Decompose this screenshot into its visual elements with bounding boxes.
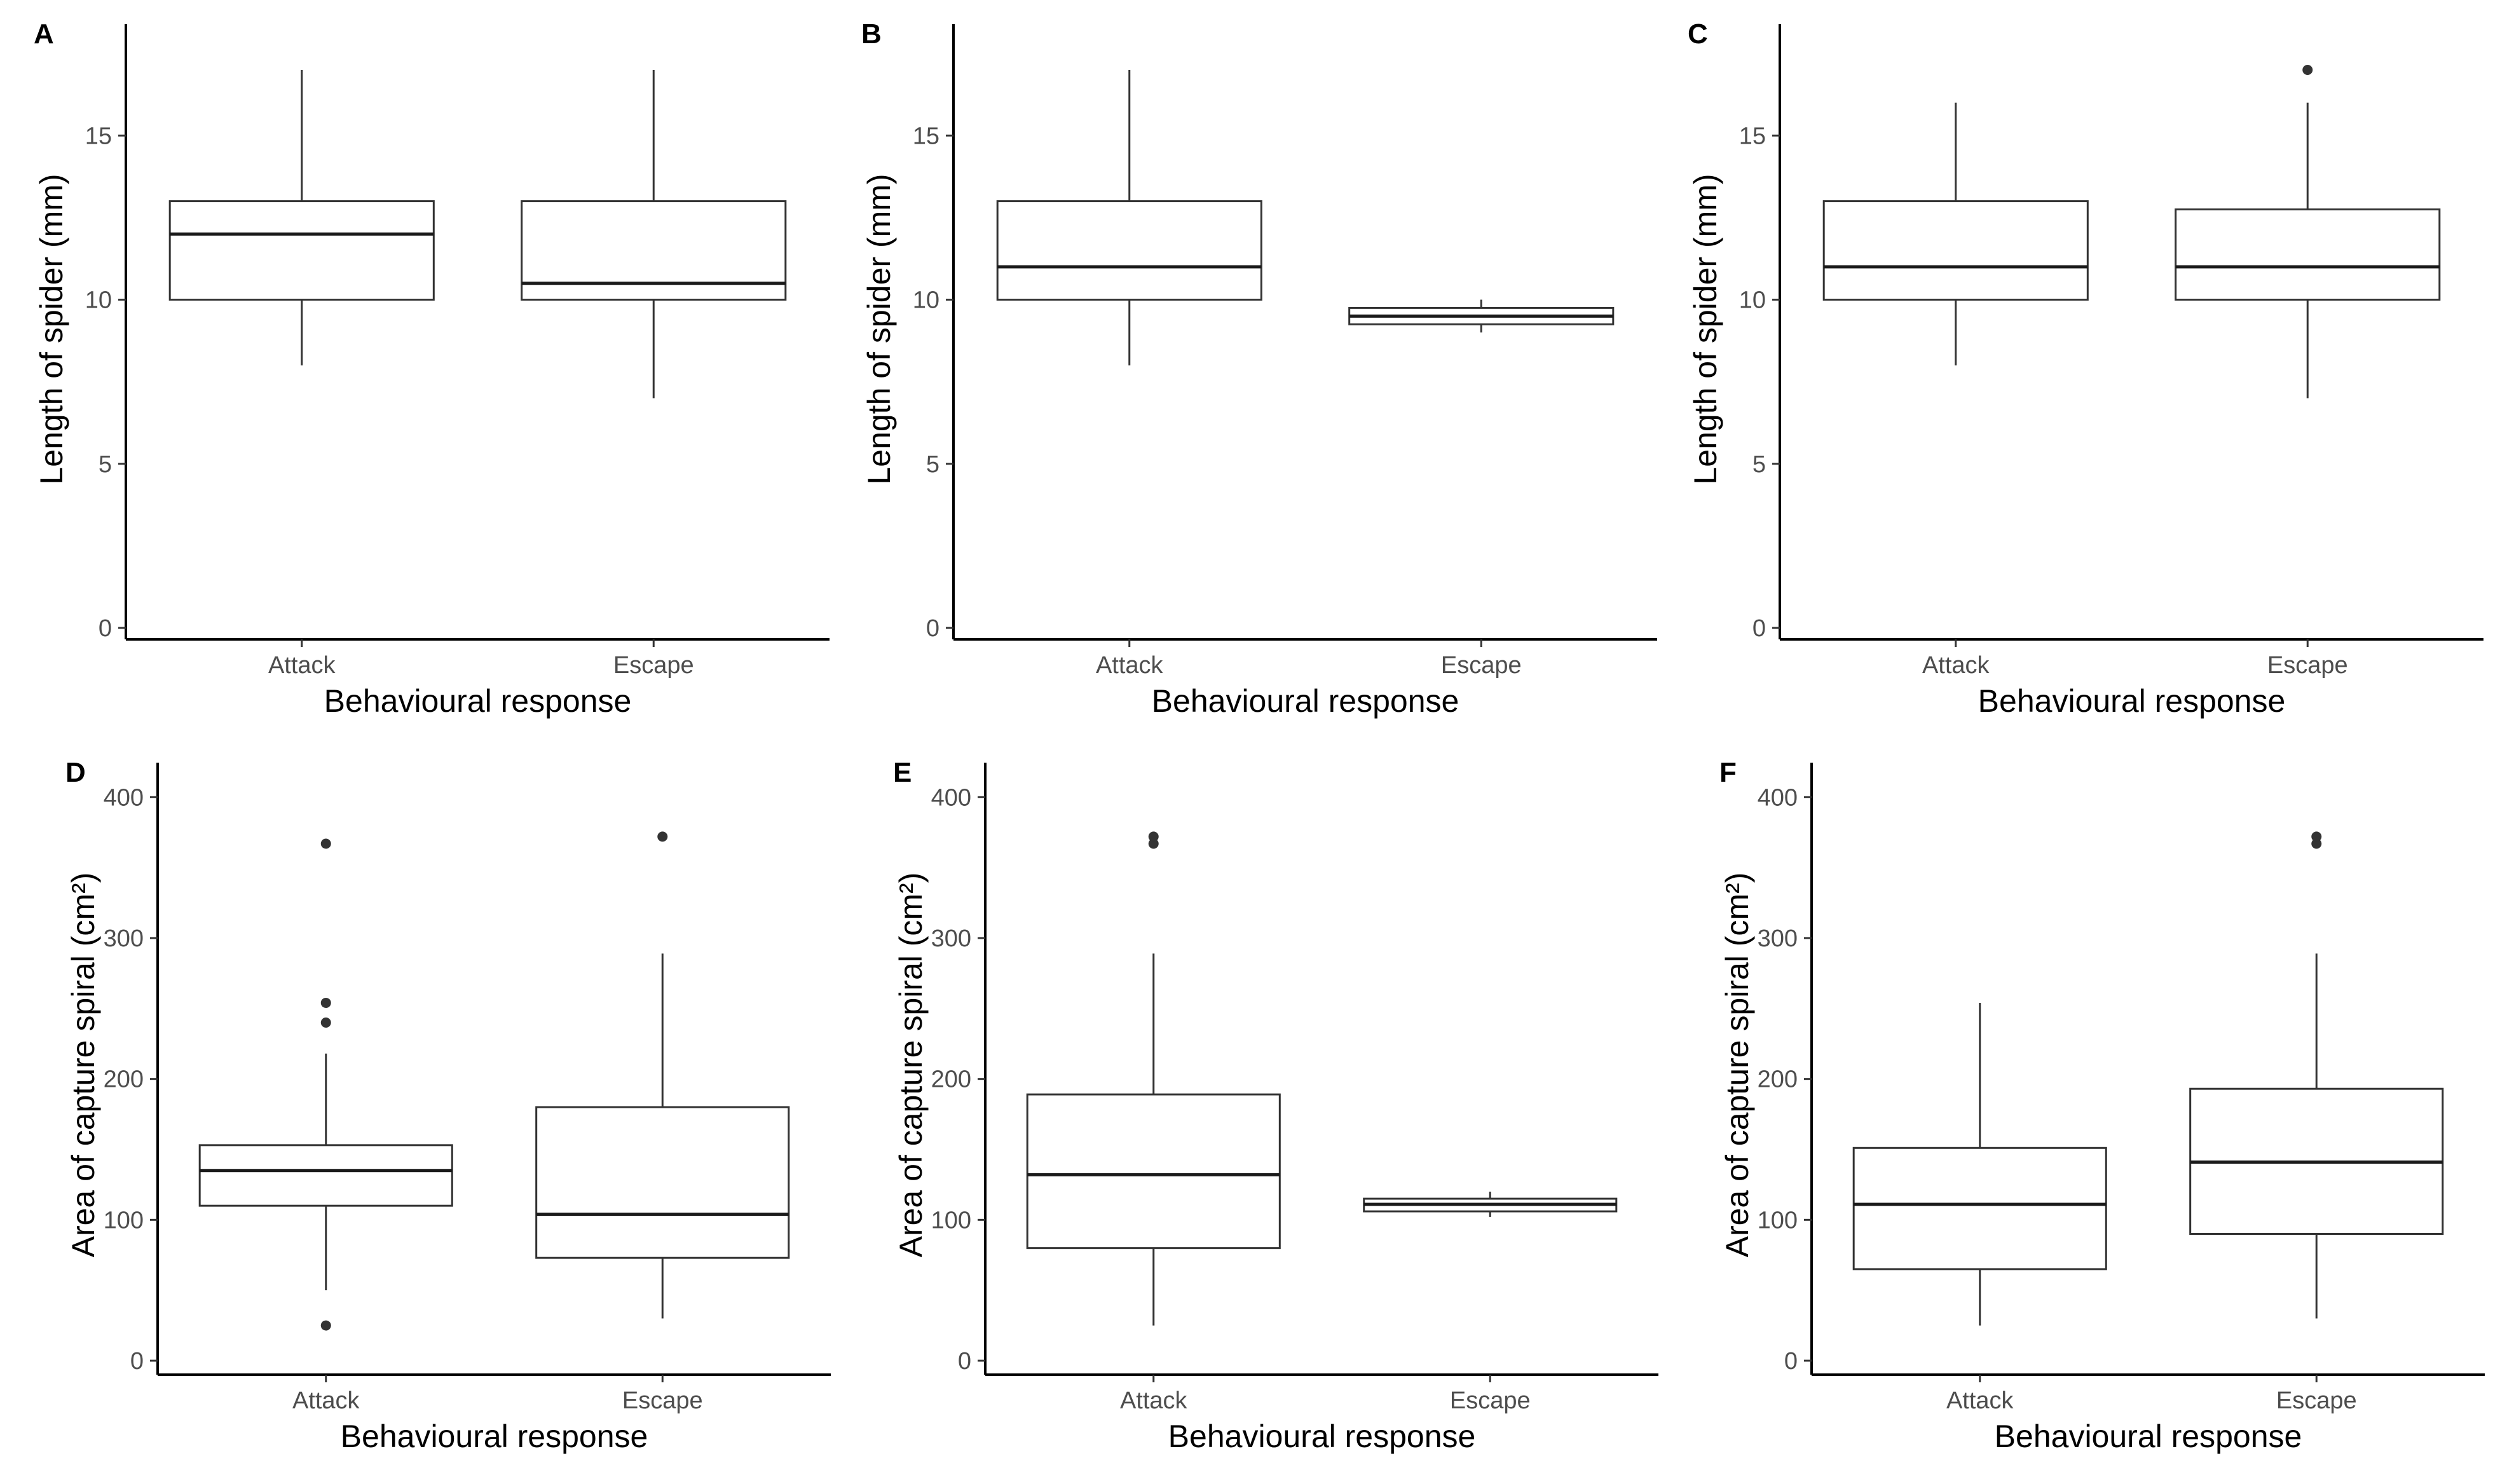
y-tick-label: 200 <box>104 1066 144 1093</box>
box-attack <box>198 838 453 1331</box>
iqr-box <box>168 200 435 301</box>
outlier-point <box>320 1320 331 1331</box>
y-tick-label: 100 <box>931 1207 971 1234</box>
iqr-box <box>996 200 1262 301</box>
outlier-point <box>320 838 331 849</box>
x-tick-label: Attack <box>1946 1387 2014 1414</box>
x-tick-label: Escape <box>1441 652 1522 679</box>
box-attack <box>996 69 1262 365</box>
y-tick-label: 10 <box>85 287 112 314</box>
panel-c: C 0 5 10 15 Attack Escape Behavioural response L… <box>1688 18 2483 719</box>
x-axis-title: Behavioural response <box>341 1419 648 1454</box>
iqr-box <box>1822 200 2089 301</box>
y-tick-label: 200 <box>931 1066 971 1093</box>
box-escape <box>521 69 787 398</box>
y-axis-title: Area of capture spiral (cm²) <box>893 873 929 1258</box>
y-tick-label: 0 <box>926 615 939 642</box>
x-tick-label: Escape <box>1450 1387 1531 1414</box>
y-tick-label: 15 <box>913 123 939 149</box>
y-tick-label: 15 <box>1739 123 1766 149</box>
box-escape <box>2189 831 2444 1319</box>
panel-e: E 0 100 200 300 400 Attack Escape Behavioural re… <box>893 757 1658 1454</box>
y-tick-label: 10 <box>1739 287 1766 314</box>
panel-f: F 0 100 200 300 400 Attack Escape Behavioural re… <box>1719 757 2485 1454</box>
y-tick-label: 10 <box>913 287 939 314</box>
y-tick-label: 300 <box>931 925 971 952</box>
y-tick-label: 0 <box>1752 615 1766 642</box>
y-tick-label: 5 <box>99 451 112 478</box>
outlier-point <box>2302 64 2313 75</box>
x-axis-title: Behavioural response <box>1978 683 2286 719</box>
x-tick-label: Attack <box>268 652 336 679</box>
panel-letter: C <box>1688 18 1708 50</box>
x-axis-title: Behavioural response <box>324 683 632 719</box>
y-tick-label: 0 <box>1784 1348 1798 1375</box>
panel-b: B 0 5 10 15 Attack Escape Behavioural response L… <box>861 18 1657 719</box>
box-escape <box>535 831 790 1319</box>
x-tick-label: Attack <box>1922 652 1990 679</box>
y-tick-label: 15 <box>85 123 112 149</box>
y-tick-label: 400 <box>1758 784 1798 811</box>
y-tick-label: 5 <box>926 451 939 478</box>
x-tick-label: Escape <box>622 1387 703 1414</box>
iqr-box <box>521 200 787 301</box>
y-tick-label: 0 <box>958 1348 971 1375</box>
iqr-box <box>1852 1147 2107 1270</box>
iqr-box <box>535 1106 790 1259</box>
x-axis-title: Behavioural response <box>1152 683 1459 719</box>
y-tick-label: 300 <box>1758 925 1798 952</box>
iqr-box <box>2175 208 2441 301</box>
x-tick-label: Attack <box>1096 652 1164 679</box>
y-tick-label: 100 <box>104 1207 144 1234</box>
outlier-point <box>657 831 668 842</box>
y-tick-label: 0 <box>130 1348 144 1375</box>
y-axis-title: Area of capture spiral (cm²) <box>1719 873 1755 1258</box>
x-tick-label: Escape <box>613 652 694 679</box>
box-escape <box>1348 299 1615 333</box>
outlier-point <box>1148 838 1159 849</box>
panel-letter: D <box>65 757 86 788</box>
y-tick-label: 400 <box>104 784 144 811</box>
outlier-point <box>2311 831 2322 842</box>
box-attack <box>168 69 435 365</box>
y-axis-title: Length of spider (mm) <box>1688 174 1723 484</box>
y-tick-label: 200 <box>1758 1066 1798 1093</box>
y-axis-title: Area of capture spiral (cm²) <box>65 873 101 1258</box>
outlier-point <box>320 997 331 1008</box>
y-tick-label: 400 <box>931 784 971 811</box>
x-tick-label: Attack <box>292 1387 360 1414</box>
y-tick-label: 0 <box>99 615 112 642</box>
panel-letter: F <box>1719 757 1737 788</box>
panel-a: A 0 5 10 15 Attack Escape Behavioural response L… <box>34 18 830 719</box>
outlier-point <box>1148 831 1159 842</box>
y-axis-title: Length of spider (mm) <box>34 174 69 484</box>
x-tick-label: Escape <box>2276 1387 2357 1414</box>
box-escape <box>1363 1192 1618 1217</box>
panel-letter: E <box>893 757 912 788</box>
x-tick-label: Escape <box>2267 652 2348 679</box>
panel-letter: A <box>34 18 54 50</box>
y-tick-label: 100 <box>1758 1207 1798 1234</box>
iqr-box <box>1026 1093 1281 1249</box>
panel-d: D 0 100 200 300 400 Attack Escape Behavioural re… <box>65 757 831 1454</box>
outlier-point <box>2311 838 2322 849</box>
y-tick-label: 5 <box>1752 451 1766 478</box>
box-attack <box>1852 1002 2107 1326</box>
x-tick-label: Attack <box>1120 1387 1188 1414</box>
y-axis-title: Length of spider (mm) <box>861 174 897 484</box>
panel-letter: B <box>861 18 882 50</box>
box-attack <box>1822 102 2089 365</box>
outlier-point <box>320 1018 331 1028</box>
x-axis-title: Behavioural response <box>1168 1419 1476 1454</box>
y-tick-label: 300 <box>104 925 144 952</box>
x-axis-title: Behavioural response <box>1995 1419 2302 1454</box>
box-attack <box>1026 831 1281 1326</box>
box-escape <box>2175 64 2441 398</box>
iqr-box <box>198 1144 453 1207</box>
